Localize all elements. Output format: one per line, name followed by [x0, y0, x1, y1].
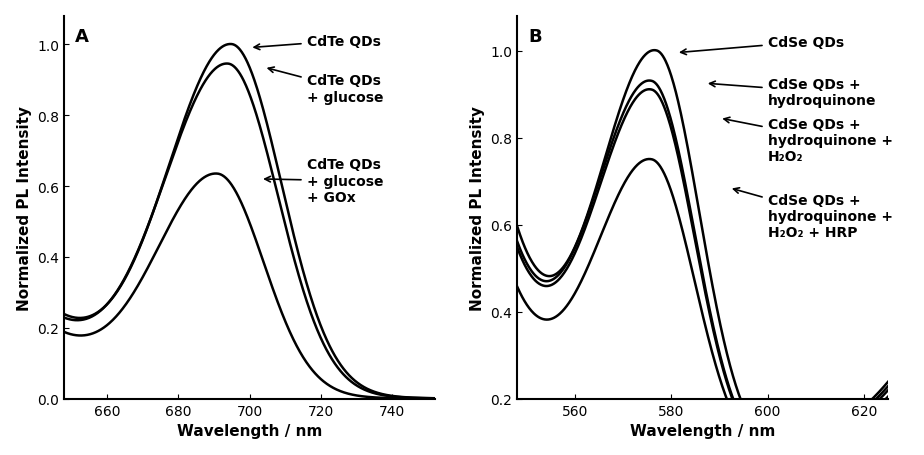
- Text: CdSe QDs +
hydroquinone: CdSe QDs + hydroquinone: [710, 78, 876, 108]
- Text: A: A: [75, 28, 89, 46]
- Y-axis label: Normalized PL Intensity: Normalized PL Intensity: [469, 106, 485, 310]
- Text: CdTe QDs
+ glucose
+ GOx: CdTe QDs + glucose + GOx: [265, 158, 383, 204]
- Text: CdTe QDs
+ glucose: CdTe QDs + glucose: [268, 68, 383, 104]
- Text: CdSe QDs +
hydroquinone +
H₂O₂ + HRP: CdSe QDs + hydroquinone + H₂O₂ + HRP: [734, 188, 893, 240]
- Text: CdTe QDs: CdTe QDs: [254, 35, 381, 51]
- Text: CdSe QDs: CdSe QDs: [681, 36, 844, 56]
- Y-axis label: Normalized PL Intensity: Normalized PL Intensity: [17, 106, 31, 310]
- Text: B: B: [529, 28, 541, 46]
- X-axis label: Wavelength / nm: Wavelength / nm: [176, 424, 322, 438]
- X-axis label: Wavelength / nm: Wavelength / nm: [630, 424, 775, 438]
- Text: CdSe QDs +
hydroquinone +
H₂O₂: CdSe QDs + hydroquinone + H₂O₂: [724, 117, 893, 164]
